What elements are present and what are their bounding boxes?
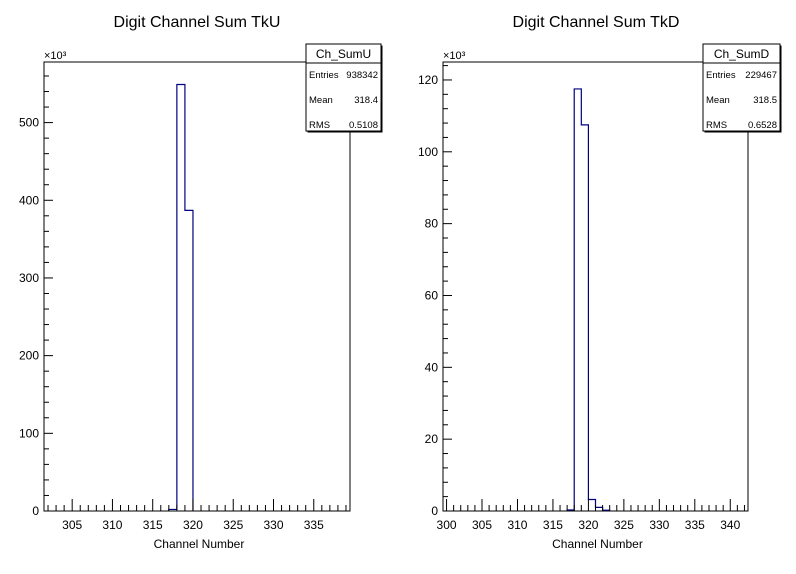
stats-value-entries: 938342 bbox=[346, 70, 378, 81]
stats-label-mean: Mean bbox=[309, 95, 333, 106]
chart-tkd: Digit Channel Sum TkD 300 305 310 315 320 325 3… bbox=[418, 14, 782, 551]
stats-value-rms: 0.6528 bbox=[748, 120, 777, 131]
y-tick-label: 500 bbox=[19, 116, 39, 130]
chart-tku: Digit Channel Sum TkU 305 310 315 320 325 330 3… bbox=[19, 14, 383, 551]
stats-value-entries: 229467 bbox=[745, 70, 777, 81]
plot-frame bbox=[43, 61, 351, 512]
x-tick-label: 330 bbox=[263, 518, 283, 532]
histogram-bin bbox=[177, 85, 185, 511]
histogram-bin bbox=[588, 500, 595, 511]
y-tick-label: 60 bbox=[425, 288, 439, 302]
stats-value-mean: 318.5 bbox=[753, 95, 777, 106]
stats-label-entries: Entries bbox=[706, 70, 736, 81]
stats-label-rms: RMS bbox=[706, 120, 727, 131]
x-tick-label: 320 bbox=[183, 518, 203, 532]
histogram-bin bbox=[169, 509, 177, 511]
x-tick-label: 340 bbox=[720, 518, 740, 532]
chart-title: Digit Channel Sum TkU bbox=[114, 14, 281, 31]
histogram-bin bbox=[603, 510, 610, 511]
x-tick-label: 335 bbox=[685, 518, 705, 532]
stats-name: Ch_SumD bbox=[714, 47, 770, 61]
stats-label-rms: RMS bbox=[309, 120, 330, 131]
x-axis-title: Channel Number bbox=[552, 537, 643, 551]
stats-box: Ch_SumD Entries 229467 Mean 318.5 RMS 0.6528 bbox=[702, 43, 782, 133]
histogram-bin bbox=[581, 125, 588, 511]
chart-title: Digit Channel Sum TkD bbox=[513, 14, 680, 31]
y-tick-label: 200 bbox=[19, 349, 39, 363]
y-tick-label: 120 bbox=[418, 73, 438, 87]
x-tick-label: 315 bbox=[543, 518, 563, 532]
x-tick-label: 305 bbox=[472, 518, 492, 532]
x-tick-label: 310 bbox=[102, 518, 122, 532]
stats-box-frame bbox=[702, 43, 781, 132]
y-tick-label: 80 bbox=[425, 217, 439, 231]
stats-label-mean: Mean bbox=[706, 95, 730, 106]
y-tick-label: 0 bbox=[32, 504, 39, 518]
x-tick-label: 325 bbox=[614, 518, 634, 532]
x-tick-label: 325 bbox=[223, 518, 243, 532]
y-tick-label: 0 bbox=[431, 504, 438, 518]
y-tick-label: 300 bbox=[19, 271, 39, 285]
stats-value-mean: 318.4 bbox=[354, 95, 378, 106]
y-tick-label: 20 bbox=[425, 432, 439, 446]
stats-label-entries: Entries bbox=[309, 70, 339, 81]
x-tick-label: 305 bbox=[62, 518, 82, 532]
histogram-bin bbox=[567, 510, 574, 511]
histogram-bin bbox=[574, 89, 581, 511]
x-tick-label: 300 bbox=[437, 518, 457, 532]
histogram-bin bbox=[596, 507, 603, 511]
y-multiplier: ×10³ bbox=[443, 50, 466, 62]
x-axis-title: Channel Number bbox=[154, 537, 245, 551]
x-tick-label: 310 bbox=[507, 518, 527, 532]
x-tick-label: 320 bbox=[578, 518, 598, 532]
histogram-line bbox=[168, 83, 194, 511]
x-tick-label: 330 bbox=[649, 518, 669, 532]
x-tick-label: 335 bbox=[304, 518, 324, 532]
stats-name: Ch_SumU bbox=[316, 47, 371, 61]
y-tick-label: 100 bbox=[19, 426, 39, 440]
plot-frame bbox=[442, 61, 749, 512]
stats-box-frame bbox=[305, 43, 382, 132]
y-tick-label: 100 bbox=[418, 145, 438, 159]
stats-value-rms: 0.5108 bbox=[349, 120, 378, 131]
stats-box: Ch_SumU Entries 938342 Mean 318.4 RMS 0.5108 bbox=[305, 43, 383, 133]
x-tick-label: 315 bbox=[143, 518, 163, 532]
y-multiplier: ×10³ bbox=[44, 50, 67, 62]
y-tick-label: 40 bbox=[425, 360, 439, 374]
histogram-bin bbox=[185, 210, 193, 511]
y-tick-label: 400 bbox=[19, 193, 39, 207]
